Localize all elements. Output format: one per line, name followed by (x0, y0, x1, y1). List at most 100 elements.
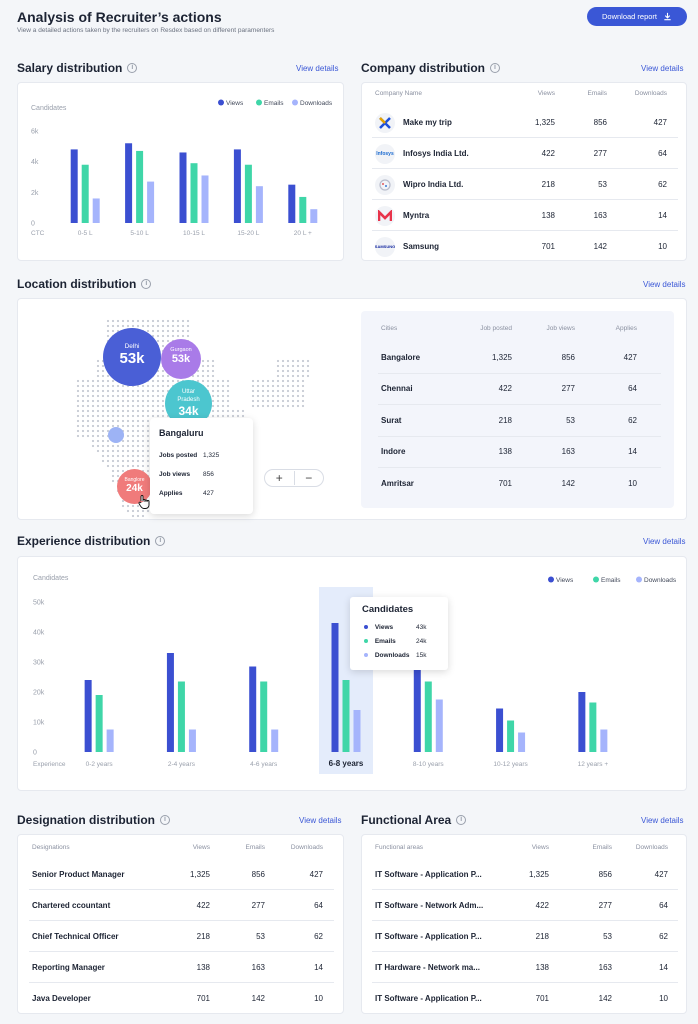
bar-views-5[interactable] (496, 708, 504, 753)
bar-downloads-5[interactable] (518, 732, 526, 753)
zoom-in-button[interactable]: + (265, 471, 295, 485)
map-dot (141, 404, 145, 408)
map-dot (91, 439, 95, 443)
table-row[interactable]: Bangalore 1,325 856 427 (378, 342, 661, 374)
column-header[interactable]: Views (192, 844, 210, 851)
bar-emails-2[interactable] (190, 163, 198, 223)
bar-views-4[interactable] (413, 653, 421, 752)
bar-emails-4[interactable] (299, 196, 307, 223)
info-icon[interactable]: i (456, 815, 467, 825)
column-header[interactable]: Designations (32, 844, 70, 851)
info-icon[interactable]: i (155, 536, 166, 546)
bar-emails-2[interactable] (260, 681, 268, 753)
column-header[interactable]: Views (531, 844, 549, 851)
column-header[interactable]: Job views (546, 325, 575, 332)
bar-views-0[interactable] (84, 680, 92, 752)
bar-downloads-2[interactable] (271, 729, 279, 753)
column-header[interactable]: Emails (587, 90, 607, 97)
column-header[interactable]: Functional areas (375, 844, 424, 851)
table-row[interactable]: Make my trip 1,325 856 427 (372, 107, 678, 138)
salary-view-details-link[interactable]: View details (296, 64, 339, 73)
column-header[interactable]: Applies (615, 325, 637, 332)
zoom-out-button[interactable]: − (305, 471, 313, 485)
info-icon[interactable]: i (160, 815, 170, 825)
table-row[interactable]: IT Software - Application P... 218 53 62 (372, 921, 678, 952)
bar-views-1[interactable] (166, 653, 174, 752)
table-row[interactable]: Java Developer 701 142 10 (29, 983, 334, 1014)
bar-downloads-4[interactable] (310, 209, 318, 223)
bar-views-2[interactable] (249, 666, 257, 753)
bar-downloads-1[interactable] (188, 729, 196, 753)
bar-downloads-4[interactable] (435, 699, 443, 753)
bar-downloads-3[interactable] (255, 186, 263, 223)
designation-view-details-link[interactable]: View details (299, 816, 342, 825)
map-bubble-banglore[interactable]: Banglore 24k (117, 469, 152, 504)
column-header[interactable]: Downloads (635, 844, 668, 851)
bar-views-3[interactable] (331, 623, 339, 752)
map-dot (111, 469, 115, 473)
download-report-button[interactable]: Download report (587, 7, 687, 26)
info-icon[interactable]: i (127, 63, 138, 73)
table-row[interactable]: Chennai 422 277 64 (378, 374, 661, 405)
map-bubble-delhi[interactable]: Delhi 53k (103, 328, 161, 386)
column-header[interactable]: Company Name (375, 90, 422, 97)
table-row[interactable]: IT Hardware - Network ma... 138 163 14 (372, 952, 678, 983)
table-cell: 142 (598, 993, 612, 1003)
bar-views-3[interactable] (233, 149, 241, 223)
tooltip-title: Candidates (362, 604, 414, 615)
table-row[interactable]: Samsung 701 142 10 SAMSUNG (372, 231, 678, 262)
table-row[interactable]: Amritsar 701 142 10 (378, 468, 661, 500)
bar-views-6[interactable] (578, 692, 586, 752)
column-header[interactable]: Job posted (480, 325, 512, 332)
bar-emails-6[interactable] (589, 702, 597, 753)
bar-downloads-0[interactable] (92, 198, 100, 223)
column-header[interactable]: Emails (592, 844, 612, 851)
bar-views-2[interactable] (179, 152, 187, 223)
table-row[interactable]: Infosys India Ltd. 422 277 64 Infosys (372, 138, 678, 169)
bar-emails-3[interactable] (342, 680, 350, 752)
table-row[interactable]: Indore 138 163 14 (378, 437, 661, 468)
column-header[interactable]: Cities (381, 325, 398, 332)
bar-views-0[interactable] (70, 149, 78, 223)
bar-views-1[interactable] (125, 143, 133, 223)
table-row[interactable]: Surat 218 53 62 (378, 405, 661, 437)
bar-downloads-3[interactable] (353, 710, 361, 752)
functional-view-details-link[interactable]: View details (641, 816, 684, 825)
column-header[interactable]: Downloads (634, 90, 667, 97)
info-icon[interactable]: i (490, 63, 500, 73)
experience-view-details-link[interactable]: View details (643, 537, 686, 546)
location-view-details-link[interactable]: View details (643, 280, 686, 289)
bar-emails-1[interactable] (177, 681, 185, 753)
table-row[interactable]: Chief Technical Officer 218 53 62 (29, 921, 334, 952)
company-view-details-link[interactable]: View details (641, 64, 684, 73)
table-row[interactable]: IT Software - Application P... 1,325 856 42… (372, 859, 678, 890)
column-header[interactable]: Downloads (290, 844, 323, 851)
info-icon[interactable]: i (141, 279, 152, 289)
bar-emails-0[interactable] (95, 695, 103, 752)
column-header[interactable]: Views (537, 90, 555, 97)
bar-downloads-2[interactable] (201, 175, 209, 223)
column-header[interactable]: Emails (245, 844, 265, 851)
map-dot (216, 379, 220, 383)
map-bubble-gurgaon[interactable]: Gurgaon 53k (161, 339, 201, 379)
map-dot (101, 414, 105, 418)
table-row[interactable]: IT Software - Application P... 701 142 10 (372, 983, 678, 1014)
table-row[interactable]: Chartered ccountant 422 277 64 (29, 890, 334, 921)
map-bubble-small[interactable] (108, 427, 124, 443)
bar-emails-3[interactable] (244, 164, 252, 223)
bar-emails-5[interactable] (507, 720, 515, 753)
table-row[interactable]: Wipro India Ltd. 218 53 62 (372, 169, 678, 200)
table-row[interactable]: Myntra 138 163 14 (372, 200, 678, 231)
map-dot (161, 409, 165, 413)
bar-emails-1[interactable] (136, 150, 144, 223)
table-row[interactable]: Reporting Manager 138 163 14 (29, 952, 334, 983)
map-dot (156, 334, 160, 338)
bar-downloads-0[interactable] (106, 729, 114, 753)
table-row[interactable]: Senior Product Manager 1,325 856 427 (29, 859, 334, 890)
bar-views-4[interactable] (288, 184, 296, 223)
bar-downloads-1[interactable] (147, 181, 155, 223)
table-row[interactable]: IT Software - Network Adm... 422 277 64 (372, 890, 678, 921)
bar-emails-0[interactable] (81, 164, 89, 223)
bar-downloads-6[interactable] (600, 729, 608, 753)
bar-emails-4[interactable] (424, 681, 432, 753)
